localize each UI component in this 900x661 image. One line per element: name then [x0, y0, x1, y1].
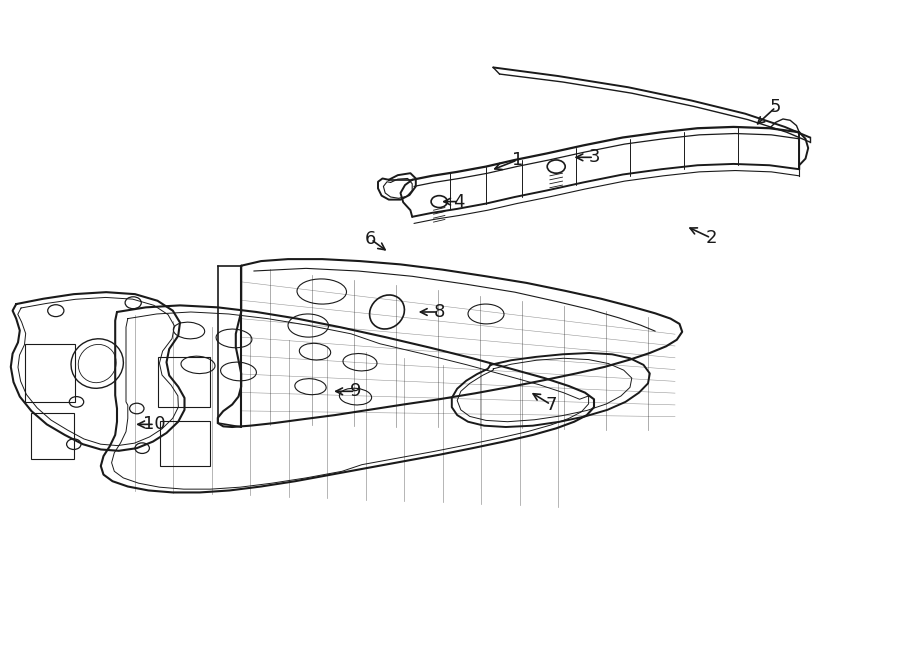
- Text: 4: 4: [454, 192, 464, 211]
- Bar: [25, 344, 75, 402]
- Bar: [160, 421, 210, 466]
- Text: 1: 1: [512, 151, 523, 169]
- Text: 8: 8: [434, 303, 445, 321]
- Text: 3: 3: [589, 148, 599, 167]
- Text: 10: 10: [143, 415, 166, 434]
- Bar: [31, 413, 74, 459]
- Text: 5: 5: [770, 98, 781, 116]
- Text: 2: 2: [706, 229, 716, 247]
- Text: 9: 9: [350, 382, 361, 401]
- Text: 6: 6: [365, 230, 376, 249]
- Bar: [158, 357, 210, 407]
- Text: 7: 7: [545, 395, 556, 414]
